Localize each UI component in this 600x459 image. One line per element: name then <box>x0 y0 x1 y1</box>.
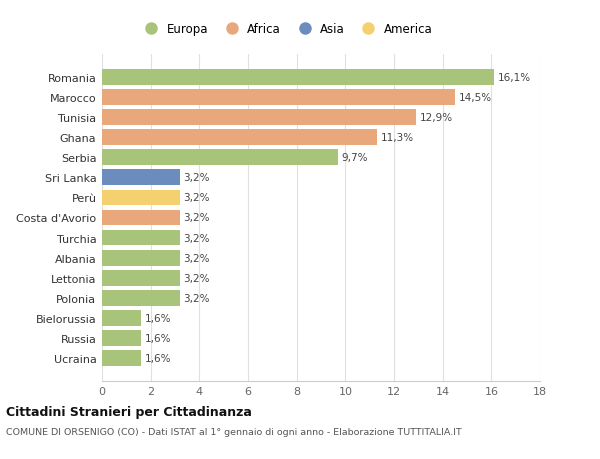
Text: 1,6%: 1,6% <box>145 313 171 323</box>
Bar <box>102 210 180 226</box>
Bar <box>102 250 180 266</box>
Bar <box>102 310 141 326</box>
Text: 3,2%: 3,2% <box>184 293 210 303</box>
Bar <box>102 130 377 146</box>
Text: 16,1%: 16,1% <box>497 73 530 83</box>
Text: 9,7%: 9,7% <box>341 153 368 163</box>
Bar <box>102 291 180 306</box>
Text: 14,5%: 14,5% <box>458 93 491 103</box>
Text: 3,2%: 3,2% <box>184 273 210 283</box>
Bar <box>102 270 180 286</box>
Text: 3,2%: 3,2% <box>184 253 210 263</box>
Text: COMUNE DI ORSENIGO (CO) - Dati ISTAT al 1° gennaio di ogni anno - Elaborazione T: COMUNE DI ORSENIGO (CO) - Dati ISTAT al … <box>6 427 462 436</box>
Bar <box>102 351 141 366</box>
Bar <box>102 230 180 246</box>
Bar <box>102 150 338 166</box>
Text: 11,3%: 11,3% <box>380 133 414 143</box>
Bar <box>102 330 141 346</box>
Text: 3,2%: 3,2% <box>184 233 210 243</box>
Legend: Europa, Africa, Asia, America: Europa, Africa, Asia, America <box>135 19 437 41</box>
Text: 12,9%: 12,9% <box>419 113 452 123</box>
Text: 3,2%: 3,2% <box>184 173 210 183</box>
Text: 1,6%: 1,6% <box>145 333 171 343</box>
Text: 1,6%: 1,6% <box>145 353 171 364</box>
Bar <box>102 70 494 85</box>
Text: 3,2%: 3,2% <box>184 213 210 223</box>
Text: Cittadini Stranieri per Cittadinanza: Cittadini Stranieri per Cittadinanza <box>6 405 252 419</box>
Bar <box>102 170 180 186</box>
Text: 3,2%: 3,2% <box>184 193 210 203</box>
Bar <box>102 190 180 206</box>
Bar <box>102 110 416 126</box>
Bar <box>102 90 455 106</box>
